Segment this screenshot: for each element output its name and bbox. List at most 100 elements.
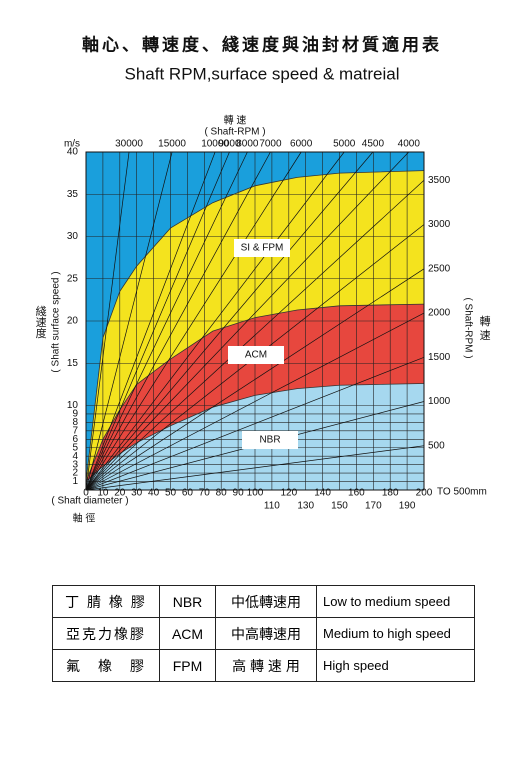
table-cell: 中低轉速用	[215, 585, 317, 618]
table-cell: Low to medium speed	[316, 585, 475, 618]
y-tick-label: 25	[67, 273, 79, 284]
x-tick-label: 180	[382, 488, 399, 499]
top-tick-label: 10000	[201, 139, 229, 150]
y-tick-label: 4	[72, 451, 78, 462]
rpm-line	[85, 151, 271, 491]
rpm-line	[85, 151, 230, 491]
x-tick-label: 20	[114, 488, 126, 499]
table-cell: Medium to high speed	[316, 617, 475, 650]
x-tick-label: 160	[348, 488, 365, 499]
rpm-line	[85, 151, 130, 491]
x-tick-label: 60	[182, 488, 194, 499]
rpm-line	[85, 151, 302, 491]
rpm-line	[85, 312, 425, 491]
x-tick-label: 190	[399, 501, 416, 512]
subtitle: Shaft RPM,surface speed & matreial	[125, 64, 400, 83]
rpm-line	[85, 180, 425, 491]
table-cell: NBR	[159, 585, 216, 618]
right-tick-label: 2500	[428, 263, 451, 274]
y-tick-label: 15	[67, 358, 79, 369]
right-tick-label: 1000	[428, 396, 451, 407]
x-note: TO 500mm	[437, 487, 487, 498]
x-tick-label: 30	[131, 488, 143, 499]
right-tick-label: 2000	[428, 308, 451, 319]
x-tick-label: 130	[297, 501, 314, 512]
table-row: 丁 腈 橡 膠 NBR 中低轉速用 Low to medium speed	[52, 585, 475, 618]
x-axis-label-cn: 軸 徑	[73, 512, 96, 525]
y-tick-label: 10	[67, 400, 79, 411]
right-tick-label: 3500	[428, 175, 451, 186]
x-tick-label: 0	[83, 488, 89, 499]
table-row: 亞克力橡膠 ACM 中高轉速用 Medium to high speed	[52, 617, 475, 650]
x-tick-label: 150	[331, 501, 348, 512]
table-cell: 亞克力橡膠	[52, 617, 160, 650]
x-tick-label: 200	[416, 488, 433, 499]
boundary-line	[85, 170, 425, 482]
y-tick-label: 30	[67, 231, 79, 242]
y-axis-label-cn: 綫速度	[34, 305, 47, 339]
x-tick-label: 70	[199, 488, 211, 499]
top-tick-label: 6000	[290, 139, 313, 150]
y-tick-label: 20	[67, 316, 79, 327]
right-tick-label: 500	[428, 440, 445, 451]
y-tick-label: 5	[72, 442, 78, 453]
chart: 軸心、轉速度、綫速度與油封材質適用表 Shaft RPM,surface spe…	[34, 34, 491, 525]
top-tick-label: 8000	[236, 139, 259, 150]
top-axis-label-cn: 轉 速	[224, 114, 247, 127]
x-tick-label: 120	[280, 488, 297, 499]
rpm-line	[85, 151, 410, 491]
x-tick-label: 140	[314, 488, 331, 499]
x-tick-label: 80	[216, 488, 228, 499]
rpm-line	[85, 268, 425, 491]
x-tick-label: 40	[148, 488, 160, 499]
title: 軸心、轉速度、綫速度與油封材質適用表	[82, 34, 442, 54]
y-tick-label: 6	[72, 434, 78, 445]
y-tick-label: 35	[67, 189, 79, 200]
top-tick-label: 30000	[115, 139, 143, 150]
top-tick-label: 5000	[333, 139, 356, 150]
top-tick-label: 4500	[362, 139, 385, 150]
top-tick-label: 7000	[259, 139, 282, 150]
region-label: SI & FPM	[241, 243, 284, 254]
top-tick-label: 4000	[398, 139, 421, 150]
plot-frame	[85, 151, 425, 491]
x-axis-label: ( Shaft diameter )	[51, 496, 128, 507]
y2-axis-label-cn: 轉 速	[478, 315, 491, 340]
rpm-line	[85, 151, 248, 491]
y-tick-label: 7	[72, 425, 78, 436]
table-cell: 中高轉速用	[215, 617, 317, 650]
region-label-box	[228, 346, 284, 364]
y2-axis-label: ( Shaft-RPM )	[462, 297, 473, 358]
right-tick-label: 3000	[428, 219, 451, 230]
top-tick-label: 15000	[158, 139, 186, 150]
table-cell: 氟 橡 膠	[52, 649, 160, 682]
y-tick-label: 8	[72, 417, 78, 428]
region-label: NBR	[259, 435, 280, 446]
top-tick-label: 9000	[218, 139, 241, 150]
y-tick-label: 3	[72, 459, 78, 470]
table-cell: FPM	[159, 649, 216, 682]
top-axis-label: ( Shaft-RPM )	[204, 127, 265, 138]
material-table: 丁 腈 橡 膠 NBR 中低轉速用 Low to medium speed 亞克力橡膠 A…	[52, 585, 475, 682]
x-tick-label: 50	[165, 488, 177, 499]
right-tick-label: 1500	[428, 352, 451, 363]
region-label-box	[242, 431, 298, 449]
x-tick-label: 100	[247, 488, 264, 499]
y-tick-label: 9	[72, 409, 78, 420]
region-label-box	[234, 239, 290, 257]
rpm-line	[85, 151, 374, 491]
table-cell: ACM	[159, 617, 216, 650]
y-axis-label: ( Shaft surface speed )	[51, 271, 62, 372]
y-tick-label: 40	[67, 147, 79, 158]
table-row: 氟 橡 膠 FPM 高 轉 速 用 High speed	[52, 649, 475, 682]
rpm-line	[85, 151, 345, 491]
rpm-line	[85, 151, 173, 491]
table-cell: 高 轉 速 用	[215, 649, 317, 682]
rpm-line	[85, 445, 425, 491]
table-cell: 丁 腈 橡 膠	[52, 585, 160, 618]
x-tick-label: 90	[233, 488, 245, 499]
x-tick-label: 10	[97, 488, 109, 499]
x-tick-label: 110	[264, 501, 280, 512]
rpm-line	[85, 356, 425, 491]
